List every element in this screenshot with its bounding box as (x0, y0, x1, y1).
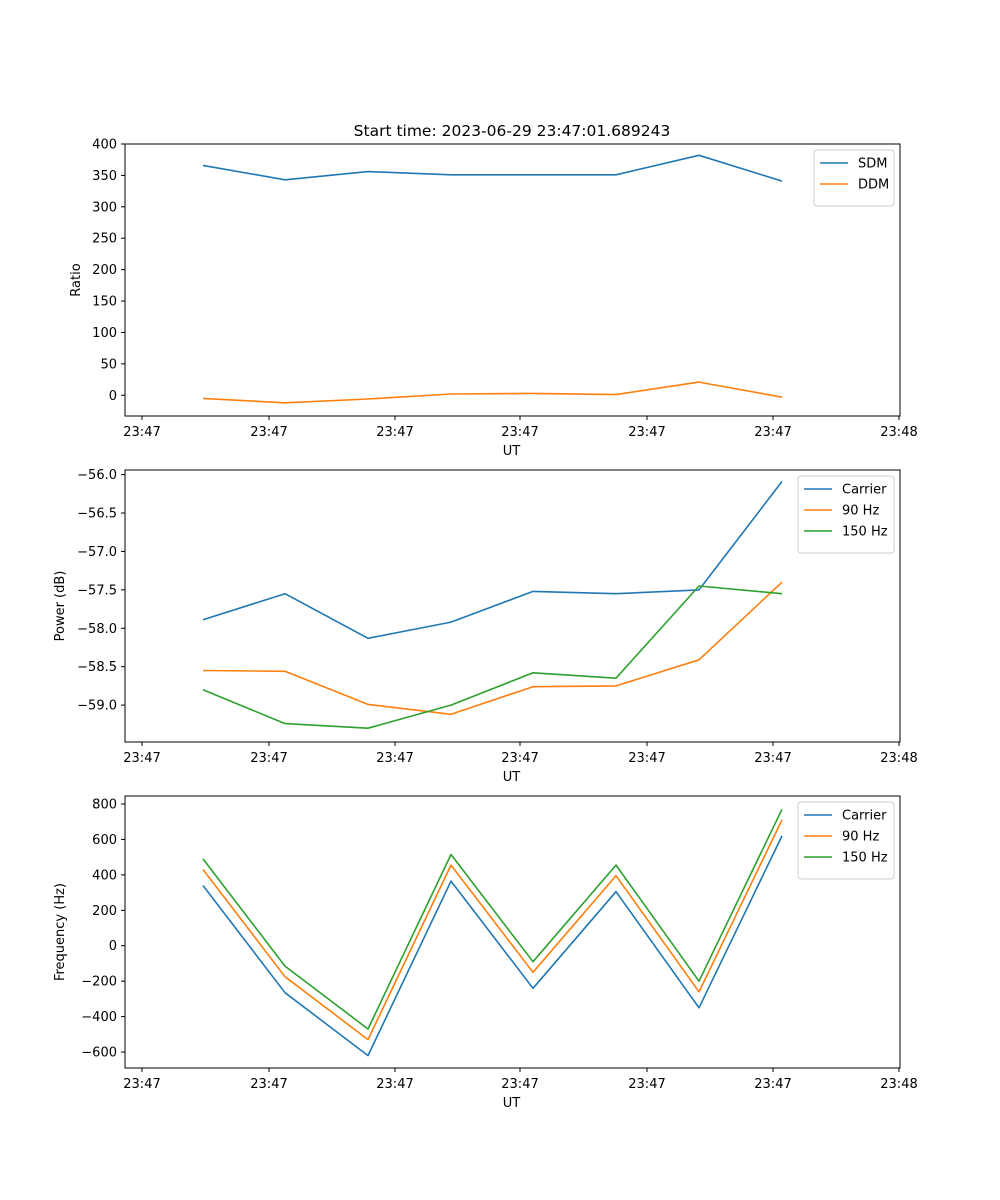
y-tick-label: 350 (92, 169, 117, 184)
x-tick-label: 23:47 (250, 425, 287, 440)
y-tick-label: −58.0 (77, 622, 117, 637)
series-line-carrier (202, 835, 783, 1057)
y-tick-label: 50 (100, 357, 117, 372)
legend-box (797, 475, 895, 554)
y-tick-label: 600 (92, 833, 117, 848)
legend-label: DDM (858, 178, 889, 193)
y-tick-label: 800 (92, 797, 117, 812)
series-line-150-hz (202, 585, 783, 730)
y-tick-label: −400 (81, 1010, 117, 1025)
series-line-90-hz (202, 819, 783, 1041)
y-tick-label: 250 (92, 232, 117, 247)
power-panel: −59.0 −58.5 −58.0 −57.5 −57.0 −56.5 −56.0 23:47… (53, 468, 918, 785)
ratio-panel: 0 50 100 150 200 250 300 350 400 23:47 23:47 23:47 2… (69, 138, 918, 460)
x-tick-label: 23:47 (501, 1077, 538, 1092)
legend-label: SDM (858, 157, 887, 172)
y-tick-label: −58.5 (77, 660, 117, 675)
x-tick-label: 23:47 (754, 1077, 791, 1092)
legend-label: Carrier (842, 483, 887, 498)
plot-area-frame (124, 143, 901, 417)
y-tick-label: 200 (92, 263, 117, 278)
x-tick-label: 23:48 (880, 751, 917, 766)
legend-label: Carrier (842, 809, 887, 824)
series-line-sdm (202, 154, 783, 182)
x-tick-label: 23:47 (123, 751, 160, 766)
y-tick-label: 400 (92, 868, 117, 883)
y-axis-label: Power (dB) (53, 571, 68, 642)
y-tick-label: −57.0 (77, 545, 117, 560)
y-tick-label: 150 (92, 295, 117, 310)
x-tick-label: 23:47 (628, 425, 665, 440)
plot-area-frame (124, 795, 901, 1069)
y-tick-label: −56.0 (77, 468, 117, 483)
y-tick-label: −59.0 (77, 699, 117, 714)
x-tick-label: 23:47 (123, 425, 160, 440)
y-axis-label: Frequency (Hz) (53, 883, 68, 981)
x-axis-label: UT (503, 770, 521, 785)
x-tick-label: 23:47 (754, 425, 791, 440)
x-tick-label: 23:47 (250, 1077, 287, 1092)
x-tick-label: 23:47 (376, 751, 413, 766)
y-axis-label: Ratio (69, 263, 84, 296)
legend-label: 150 Hz (842, 525, 888, 540)
y-tick-label: −56.5 (77, 507, 117, 522)
x-axis-label: UT (503, 444, 521, 459)
x-tick-label: 23:48 (880, 1077, 917, 1092)
legend-box (797, 801, 895, 880)
frequency-panel: −600 −400 −200 0 200 400 600 800 23:47 23:47 23:47… (53, 795, 918, 1111)
y-tick-label: 300 (92, 200, 117, 215)
y-tick-label: −200 (81, 975, 117, 990)
x-tick-label: 23:47 (628, 751, 665, 766)
chart-title: Start time: 2023-06-29 23:47:01.689243 (354, 122, 671, 140)
legend-label: 150 Hz (842, 851, 888, 866)
y-tick-label: −600 (81, 1046, 117, 1061)
series-line-carrier (202, 481, 783, 640)
legend-label: 90 Hz (842, 830, 879, 845)
x-tick-label: 23:47 (376, 425, 413, 440)
x-tick-label: 23:47 (501, 751, 538, 766)
x-tick-label: 23:47 (754, 751, 791, 766)
x-tick-label: 23:48 (880, 425, 917, 440)
x-tick-label: 23:47 (501, 425, 538, 440)
y-tick-label: 400 (92, 138, 117, 153)
y-tick-label: −57.5 (77, 583, 117, 598)
y-tick-label: 0 (109, 939, 117, 954)
series-line-ddm (202, 381, 783, 404)
series-line-150-hz (202, 808, 783, 1030)
y-tick-label: 0 (109, 389, 117, 404)
x-tick-label: 23:47 (376, 1077, 413, 1092)
x-axis-label: UT (503, 1096, 521, 1111)
x-tick-label: 23:47 (123, 1077, 160, 1092)
series-line-90-hz (202, 581, 783, 716)
y-tick-label: 100 (92, 326, 117, 341)
legend-label: 90 Hz (842, 504, 879, 519)
legend-box (813, 149, 895, 207)
plot-area-frame (124, 469, 901, 743)
x-tick-label: 23:47 (628, 1077, 665, 1092)
x-tick-label: 23:47 (250, 751, 287, 766)
y-tick-label: 200 (92, 904, 117, 919)
